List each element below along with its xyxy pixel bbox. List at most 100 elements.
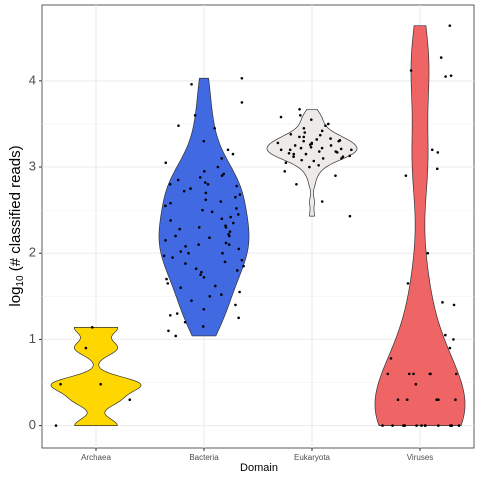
point bbox=[329, 137, 332, 140]
point bbox=[317, 164, 320, 167]
point bbox=[302, 139, 305, 143]
point bbox=[320, 200, 324, 203]
point bbox=[220, 293, 223, 296]
point bbox=[236, 269, 239, 272]
y-tick-label: 4 bbox=[29, 72, 36, 87]
point bbox=[223, 260, 227, 264]
point bbox=[204, 198, 208, 202]
point bbox=[424, 424, 427, 427]
point bbox=[179, 250, 183, 253]
point bbox=[213, 284, 217, 288]
point bbox=[197, 243, 200, 246]
point bbox=[162, 254, 166, 258]
point bbox=[430, 148, 434, 152]
point bbox=[334, 174, 337, 177]
point bbox=[279, 148, 283, 152]
point bbox=[224, 224, 227, 227]
point bbox=[283, 170, 287, 173]
point bbox=[293, 144, 297, 147]
point bbox=[234, 195, 237, 199]
point bbox=[309, 145, 313, 149]
point bbox=[350, 148, 353, 152]
point bbox=[216, 165, 220, 169]
x-tick-label: Archaea bbox=[81, 453, 111, 462]
point bbox=[326, 122, 330, 126]
point bbox=[240, 76, 244, 80]
point bbox=[284, 161, 288, 165]
point bbox=[450, 424, 453, 427]
point bbox=[240, 101, 244, 104]
point bbox=[309, 118, 313, 121]
point bbox=[302, 135, 306, 139]
point bbox=[203, 181, 207, 184]
point bbox=[303, 131, 307, 134]
violin bbox=[266, 108, 358, 217]
point bbox=[348, 154, 352, 158]
point bbox=[276, 141, 280, 145]
point bbox=[292, 155, 295, 158]
x-axis-title: Domain bbox=[240, 462, 278, 474]
point bbox=[184, 245, 187, 248]
point bbox=[299, 146, 303, 150]
point bbox=[199, 273, 202, 277]
point bbox=[197, 226, 201, 229]
point bbox=[227, 232, 230, 236]
point bbox=[169, 201, 172, 205]
point bbox=[415, 424, 418, 427]
point bbox=[235, 184, 238, 188]
point bbox=[187, 251, 190, 255]
point bbox=[317, 150, 321, 153]
point bbox=[201, 325, 205, 328]
point bbox=[237, 316, 240, 320]
point bbox=[200, 270, 203, 274]
point bbox=[448, 346, 452, 350]
point bbox=[190, 299, 193, 302]
point bbox=[178, 227, 181, 231]
point bbox=[324, 124, 327, 127]
point bbox=[194, 267, 198, 271]
point bbox=[238, 290, 241, 294]
point bbox=[235, 207, 238, 210]
point bbox=[407, 372, 411, 376]
violin bbox=[158, 77, 250, 337]
point bbox=[202, 139, 206, 143]
point bbox=[164, 204, 167, 208]
point bbox=[128, 398, 132, 402]
point bbox=[228, 230, 232, 233]
point bbox=[201, 208, 204, 212]
point bbox=[304, 152, 308, 156]
point bbox=[435, 167, 439, 171]
point bbox=[299, 114, 302, 117]
point bbox=[429, 372, 432, 376]
point bbox=[99, 382, 102, 386]
point bbox=[174, 234, 177, 238]
x-tick-label: Eukaryota bbox=[294, 453, 331, 462]
point bbox=[237, 213, 240, 216]
point bbox=[381, 424, 384, 427]
point bbox=[439, 56, 443, 59]
point bbox=[292, 152, 296, 156]
y-tick-label: 3 bbox=[29, 158, 36, 173]
point bbox=[289, 132, 293, 136]
x-tick-label: Bacteria bbox=[189, 453, 219, 462]
point bbox=[59, 382, 62, 386]
point bbox=[204, 191, 208, 195]
point bbox=[222, 172, 226, 176]
y-title-sub: 10 bbox=[15, 275, 26, 287]
point bbox=[318, 133, 322, 137]
point bbox=[189, 187, 192, 190]
point bbox=[448, 24, 452, 27]
point bbox=[437, 424, 440, 427]
point bbox=[184, 262, 187, 265]
y-tick-label: 2 bbox=[29, 245, 36, 260]
point bbox=[341, 155, 345, 158]
point bbox=[227, 243, 231, 246]
point bbox=[177, 124, 180, 127]
point bbox=[436, 151, 440, 154]
point bbox=[202, 276, 206, 279]
point bbox=[226, 148, 230, 152]
point bbox=[164, 238, 167, 242]
point bbox=[242, 264, 245, 268]
point bbox=[175, 312, 179, 315]
point bbox=[321, 157, 325, 160]
